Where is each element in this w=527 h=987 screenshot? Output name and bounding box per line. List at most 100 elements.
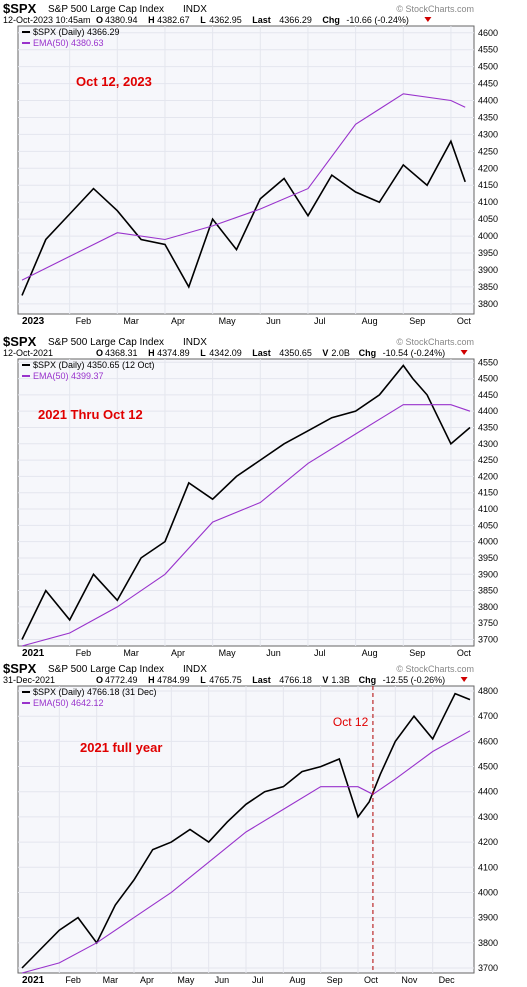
ema50-series-line [21,404,471,647]
chart-index-type: INDX [183,4,207,15]
ohlc-label: L [200,348,206,358]
chart-index-name: S&P 500 Large Cap Index [48,664,164,675]
legend-entry: EMA(50) 4399.37 [33,371,104,381]
chart-symbol: $SPX [3,334,37,349]
price-series-line [21,139,466,296]
y-tick-label: 3700 [478,963,498,973]
x-tick-label: Oct [457,316,472,326]
x-tick-label: Nov [401,975,418,985]
ohlc-value: 2.0B [331,348,350,358]
y-tick-label: 4200 [478,471,498,481]
ohlc-label: O [96,675,103,685]
price-series-line [21,364,471,640]
y-tick-label: 4100 [478,862,498,872]
chg-down-arrow-icon [460,677,468,682]
x-tick-label: Sep [409,316,425,326]
ohlc-value: 4380.94 [105,15,138,25]
x-tick-label: Jun [266,316,281,326]
chart-panel-2: $SPX S&P 500 Large Cap Index INDX © StockCh… [3,334,498,659]
chg-down-arrow-icon [460,350,468,355]
y-tick-label: 3900 [478,913,498,923]
y-tick-label: 3850 [478,586,498,596]
y-tick-label: 4050 [478,520,498,530]
legend-entry: EMA(50) 4642.12 [33,698,104,708]
legend-entry: $SPX (Daily) 4766.18 (31 Dec) [33,687,157,697]
y-tick-label: 4300 [478,812,498,822]
y-tick-label: 3800 [478,602,498,612]
ohlc-value: 4766.18 [279,675,312,685]
price-series-line [21,692,471,969]
ema50-series-line [21,93,466,281]
x-tick-label: Sep [409,648,425,658]
y-tick-label: 4150 [478,488,498,498]
ohlc-label: L [200,15,206,25]
x-tick-label: Aug [289,975,305,985]
y-tick-label: 4400 [478,787,498,797]
y-tick-label: 4150 [478,180,498,190]
plot-area [17,25,475,315]
y-tick-label: 4500 [478,762,498,772]
y-tick-label: 4400 [478,96,498,106]
y-tick-label: 3750 [478,618,498,628]
y-tick-label: 4400 [478,406,498,416]
chart-annotation: 2021 Thru Oct 12 [38,407,143,422]
y-tick-label: 3900 [478,569,498,579]
x-tick-label: May [219,316,237,326]
ohlc-label: Last [252,675,271,685]
y-tick-label: 3850 [478,282,498,292]
x-tick-label: Apr [140,975,154,985]
chg-label: Chg [359,675,377,685]
chart-panel-3: $SPX S&P 500 Large Cap Index INDX © StockCh… [3,661,498,986]
y-tick-label: 4350 [478,112,498,122]
ohlc-label: V [322,348,328,358]
x-tick-label: Sep [327,975,343,985]
chart-panel-1: $SPX S&P 500 Large Cap Index INDX © StockCh… [3,1,498,327]
chart-index-type: INDX [183,664,207,675]
x-tick-label: Aug [362,648,378,658]
y-tick-label: 4550 [478,357,498,367]
x-tick-label: Dec [439,975,456,985]
x-tick-label: Mar [103,975,119,985]
x-tick-label: Apr [171,648,185,658]
y-tick-label: 4600 [478,736,498,746]
ohlc-value: 4374.89 [157,348,190,358]
x-tick-label: Apr [171,316,185,326]
ohlc-value: 4382.67 [157,15,190,25]
y-tick-label: 4100 [478,197,498,207]
chg-label: Chg [322,15,340,25]
legend-entry: EMA(50) 4380.63 [33,38,104,48]
x-tick-label: 2023 [22,316,45,327]
ohlc-label: V [322,675,328,685]
x-tick-label: May [219,648,237,658]
chart-date: 12-Oct-2023 10:45am [3,15,91,25]
ohlc-label: O [96,15,103,25]
ohlc-value: 4366.29 [279,15,312,25]
chart-annotation: Oct 12, 2023 [76,74,152,89]
y-tick-label: 4200 [478,163,498,173]
chart-date: 31-Dec-2021 [3,675,55,685]
x-tick-label: Jul [314,648,326,658]
chart-date: 12-Oct-2021 [3,348,53,358]
x-tick-label: 2021 [22,648,45,659]
x-tick-label: Feb [65,975,81,985]
ohlc-value: 1.3B [331,675,350,685]
x-tick-label: Feb [76,316,92,326]
y-tick-label: 3700 [478,634,498,644]
ohlc-label: Last [252,348,271,358]
y-tick-label: 3800 [478,938,498,948]
x-tick-label: Feb [76,648,92,658]
ohlc-label: Last [252,15,271,25]
ohlc-value: 4765.75 [209,675,242,685]
y-tick-label: 3950 [478,553,498,563]
x-tick-label: Jun [266,648,281,658]
chg-down-arrow-icon [424,17,432,22]
ohlc-value: 4362.95 [209,15,242,25]
y-tick-label: 4350 [478,422,498,432]
chart-index-name: S&P 500 Large Cap Index [48,4,164,15]
chart-index-name: S&P 500 Large Cap Index [48,337,164,348]
y-tick-label: 4500 [478,374,498,384]
ohlc-label: H [148,348,155,358]
chart-symbol: $SPX [3,1,37,16]
ohlc-label: O [96,348,103,358]
